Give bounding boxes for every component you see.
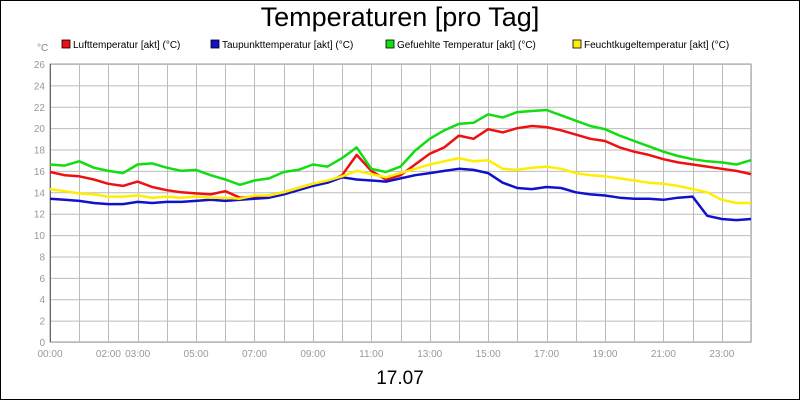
y-tick-label: 24 — [34, 81, 46, 92]
series-line — [49, 156, 751, 205]
y-tick-label: 12 — [34, 210, 46, 221]
chart-title: Temperaturen [pro Tag] — [260, 2, 540, 32]
y-tick-label: 0 — [39, 338, 45, 349]
legend-swatch — [385, 39, 395, 49]
series-line — [49, 124, 752, 199]
chart-series — [49, 108, 752, 222]
y-tick-label: 22 — [34, 103, 46, 114]
legend-swatch — [210, 39, 220, 49]
y-tick-label: 4 — [39, 295, 45, 306]
y-tick-label: 10 — [34, 231, 46, 242]
legend-label: Lufttemperatur [akt] (°C) — [73, 40, 180, 51]
y-tick-label: 14 — [34, 188, 46, 199]
x-tick-label: 02:00 — [96, 349, 121, 360]
legend-label: Feuchtkugeltemperatur [akt] (°C) — [584, 40, 729, 51]
y-tick-label: 16 — [34, 167, 46, 178]
legend-label: Taupunkttemperatur [akt] (°C) — [222, 40, 353, 51]
x-tick-label: 17:00 — [534, 349, 559, 360]
series-line — [49, 108, 752, 187]
x-tick-label: 11:00 — [359, 349, 384, 360]
x-tick-label: 09:00 — [300, 349, 325, 360]
x-tick-label: 19:00 — [592, 349, 617, 360]
x-tick-label: 03:00 — [125, 349, 150, 360]
y-tick-label: 6 — [39, 274, 45, 285]
y-axis-unit: °C — [37, 43, 48, 54]
x-tick-label: 05:00 — [184, 349, 209, 360]
x-axis-label: 17.07 — [376, 368, 424, 389]
y-tick-label: 8 — [39, 252, 45, 263]
x-tick-label: 23:00 — [709, 349, 734, 360]
legend-swatch — [572, 39, 582, 49]
y-tick-label: 26 — [34, 60, 46, 71]
chart-legend: Lufttemperatur [akt] (°C) Taupunkttempera… — [61, 39, 729, 51]
series-line — [49, 167, 752, 222]
legend-swatch — [61, 39, 71, 49]
x-tick-label: 07:00 — [242, 349, 267, 360]
legend-label: Gefuehlte Temperatur [akt] (°C) — [397, 40, 536, 51]
x-tick-label: 21:00 — [651, 349, 676, 360]
y-tick-label: 20 — [34, 124, 46, 135]
x-tick-label: 15:00 — [476, 349, 501, 360]
x-tick-label: 13:00 — [417, 349, 442, 360]
y-tick-label: 2 — [39, 317, 45, 328]
x-tick-label: 00:00 — [37, 349, 62, 360]
y-tick-label: 18 — [34, 146, 46, 157]
